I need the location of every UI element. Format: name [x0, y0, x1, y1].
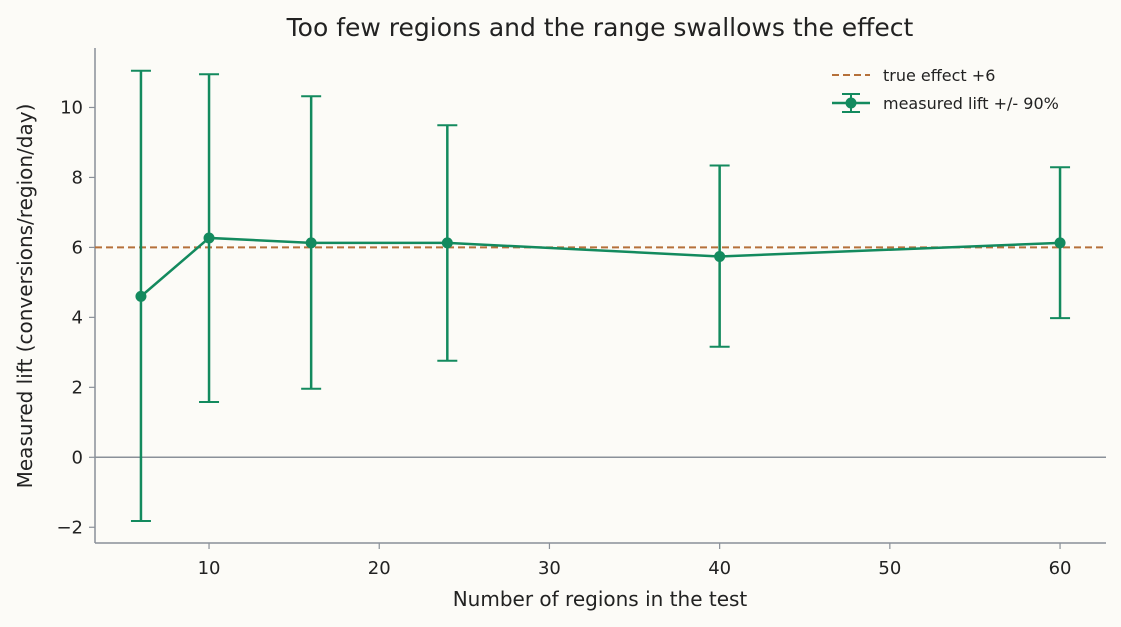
y-tick-label: 0	[72, 447, 83, 468]
plot-area: 10 20 30 40 50 60 −2 0 2 4 6 8 10	[56, 48, 1106, 579]
series-line	[140, 236, 1061, 298]
data-point	[203, 232, 215, 244]
y-tick-label: 2	[72, 377, 83, 398]
x-tick-label: 30	[538, 558, 561, 579]
data-marks	[95, 69, 1106, 522]
legend-series-swatch-marker	[845, 97, 857, 109]
x-tick-label: 40	[708, 558, 731, 579]
x-axis-label: Number of regions in the test	[453, 587, 748, 611]
x-tick-label: 50	[878, 558, 901, 579]
x-tick-label: 60	[1049, 558, 1072, 579]
chart-title: Too few regions and the range swallows t…	[286, 13, 914, 42]
y-tick-label: 6	[72, 237, 83, 258]
y-tick-label: −2	[56, 517, 83, 538]
data-point	[1054, 237, 1066, 249]
y-tick-label: 4	[72, 307, 83, 328]
x-tick-label: 20	[368, 558, 391, 579]
legend-true-effect-label: true effect +6	[883, 66, 995, 85]
y-axis-label: Measured lift (conversions/region/day)	[13, 104, 37, 489]
data-point	[441, 237, 453, 249]
data-point	[135, 290, 147, 302]
legend-series-label: measured lift +/- 90%	[883, 94, 1059, 113]
data-point	[305, 237, 317, 249]
x-tick-label: 10	[198, 558, 221, 579]
y-tick-label: 10	[60, 97, 83, 118]
data-point	[714, 250, 726, 262]
y-tick-label: 8	[72, 167, 83, 188]
legend: true effect +6 measured lift +/- 90%	[832, 66, 1059, 113]
